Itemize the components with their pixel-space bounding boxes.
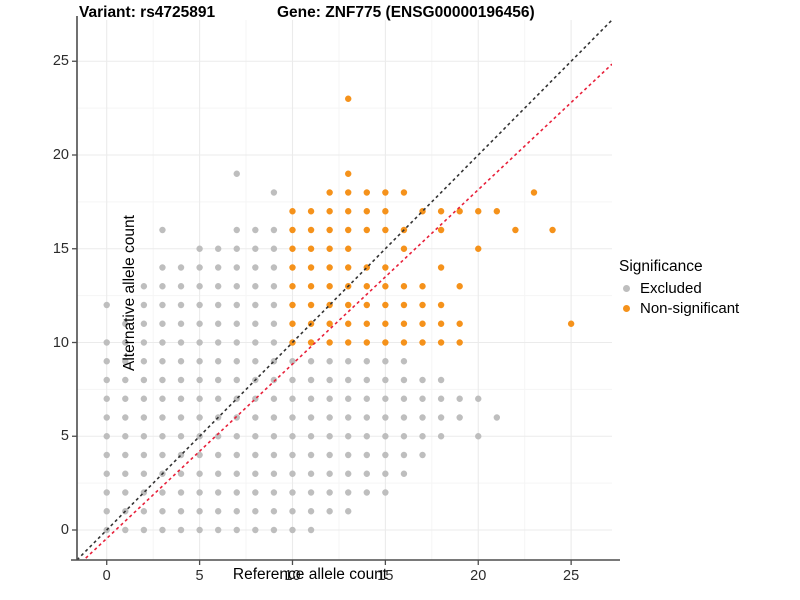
y-tick-label: 25: [52, 53, 69, 70]
legend-swatch-icon: [619, 281, 634, 296]
legend-item[interactable]: Excluded: [619, 278, 739, 298]
legend-swatch-icon: [619, 301, 634, 316]
legend-items: Excluded Non-significant: [619, 278, 739, 318]
legend-item-label: Excluded: [640, 279, 702, 297]
legend-item-label: Non-significant: [640, 299, 740, 317]
y-tick-label: 10: [52, 334, 69, 351]
y-axis-title: Alternative allele count: [121, 215, 138, 371]
x-tick-label: 5: [195, 568, 204, 584]
axis-lines: [71, 16, 620, 565]
x-axis-title: Reference allele count: [232, 566, 388, 583]
series-non-significant: [289, 95, 575, 346]
gene-title: Gene: ZNF775 (ENSG00000196456): [277, 4, 535, 21]
x-tick-label: 10: [284, 568, 301, 584]
reference-line-fit: [82, 63, 612, 560]
reference-line-identity: [77, 20, 612, 560]
y-tick-label: 20: [52, 147, 69, 163]
variant-title: Variant: rs4725891: [79, 4, 216, 21]
x-tick-label: 0: [102, 568, 111, 584]
grid-major: [77, 20, 612, 560]
x-tick-label: 20: [470, 568, 487, 584]
x-tick-label: 25: [563, 568, 580, 584]
legend-item[interactable]: Non-significant: [619, 298, 739, 318]
legend-title: Significance: [619, 258, 703, 275]
legend: Significance Excluded Non-significant: [619, 258, 739, 318]
y-tick-label: 15: [52, 240, 69, 257]
y-tick-label: 0: [60, 522, 69, 538]
y-tick-label: 5: [60, 428, 69, 445]
x-tick-label: 15: [377, 568, 394, 584]
